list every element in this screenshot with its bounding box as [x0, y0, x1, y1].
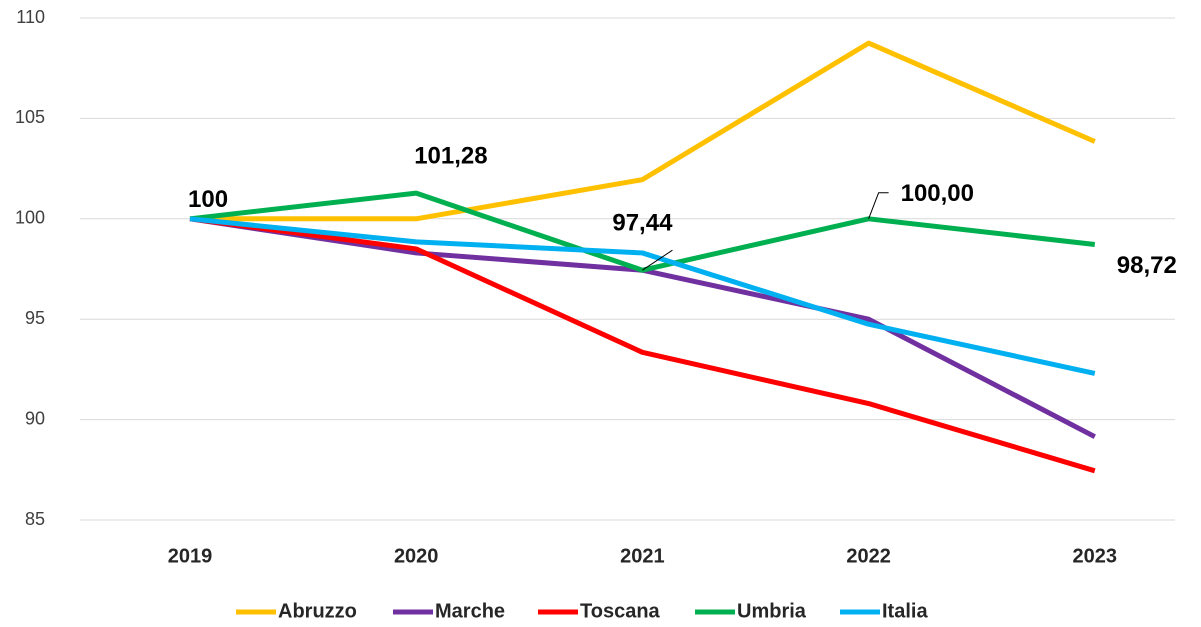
y-tick-label: 100: [15, 208, 45, 228]
series-line: [189, 216, 1096, 474]
data-label: 100,00: [901, 180, 974, 207]
series-line: [189, 190, 1096, 273]
legend-label: Italia: [882, 600, 928, 622]
data-label: 97,44: [612, 210, 673, 237]
y-tick-label: 95: [25, 308, 45, 328]
data-label: 101,28: [414, 142, 487, 169]
data-label: 98,72: [1117, 252, 1177, 279]
legend-label: Toscana: [580, 600, 661, 622]
x-tick-label: 2019: [168, 545, 213, 567]
x-tick-label: 2022: [846, 545, 891, 567]
y-tick-label: 90: [25, 408, 45, 428]
legend-label: Marche: [435, 600, 505, 622]
x-tick-label: 2020: [394, 545, 439, 567]
leader-line: [868, 192, 889, 219]
leader-line: [642, 249, 673, 271]
x-tick-label: 2023: [1073, 545, 1118, 567]
data-label: 100: [188, 186, 228, 213]
series-line: [190, 40, 1096, 222]
legend-label: Umbria: [737, 600, 807, 622]
x-tick-label: 2021: [620, 545, 665, 567]
y-tick-label: 110: [16, 7, 45, 27]
y-tick-label: 105: [15, 107, 45, 127]
legend-label: Abruzzo: [278, 600, 357, 622]
y-tick-label: 85: [25, 509, 45, 529]
series-line: [189, 216, 1096, 376]
